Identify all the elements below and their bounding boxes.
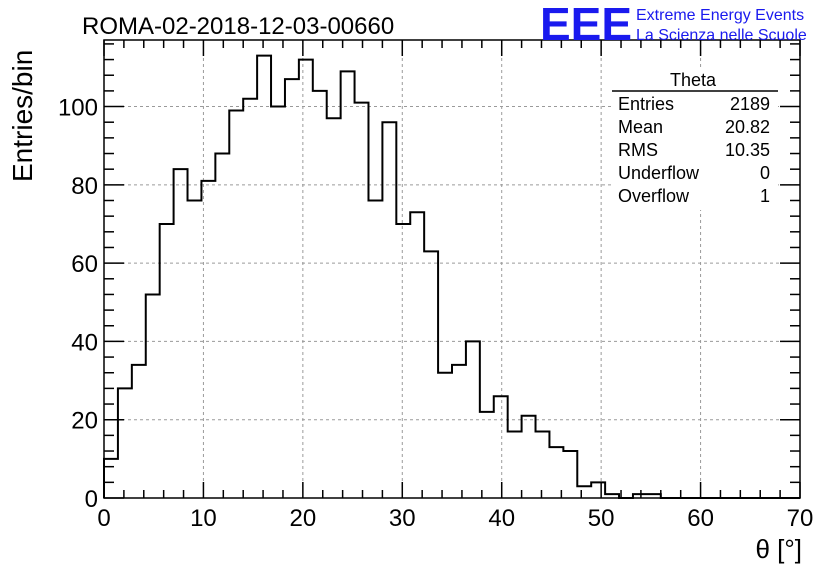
y-tick-label: 20 [71,408,98,435]
x-tick-label: 40 [488,505,515,532]
stats-label-mean: Mean [618,117,663,137]
x-tick-labels: 0 10 20 30 40 50 60 70 [97,505,813,532]
chart-title: ROMA-02-2018-12-03-00660 [82,13,394,40]
y-tick-label: 40 [71,329,98,356]
stats-value-underflow: 0 [760,163,770,183]
stats-label-entries: Entries [618,94,674,114]
y-tick-labels: 0 20 40 60 80 100 [58,95,98,513]
y-tick-label: 100 [58,95,98,122]
x-tick-label: 70 [787,505,814,532]
x-tick-label: 50 [588,505,615,532]
x-axis-label: θ [°] [755,534,802,564]
x-tick-label: 10 [190,505,217,532]
y-tick-label: 0 [85,486,98,513]
y-axis-label: Entries/bin [7,50,38,182]
axis-ticks [103,40,801,499]
stats-box-background [612,70,778,210]
x-tick-label: 0 [97,505,110,532]
y-tick-label: 80 [71,173,98,200]
eee-logo: EEE Extreme Energy Events La Scienza nel… [540,0,807,50]
stats-value-mean: 20.82 [725,117,770,137]
stats-value-rms: 10.35 [725,140,770,160]
x-tick-label: 30 [389,505,416,532]
eee-logo-mark: EEE [540,0,632,50]
y-tick-label: 60 [71,251,98,278]
stats-box: Theta Entries 2189 Mean 20.82 RMS 10.35 … [612,70,778,210]
x-tick-label: 20 [290,505,317,532]
eee-logo-line2: La Scienza nelle Scuole [636,27,807,44]
stats-label-overflow: Overflow [618,186,690,206]
stats-value-overflow: 1 [760,186,770,206]
grid-lines [104,40,800,498]
plot-frame [103,39,801,499]
eee-logo-line1: Extreme Energy Events [636,7,804,24]
stats-label-underflow: Underflow [618,163,700,183]
stats-title: Theta [670,70,717,90]
x-tick-label: 60 [687,505,714,532]
stats-label-rms: RMS [618,140,658,160]
stats-value-entries: 2189 [730,94,770,114]
